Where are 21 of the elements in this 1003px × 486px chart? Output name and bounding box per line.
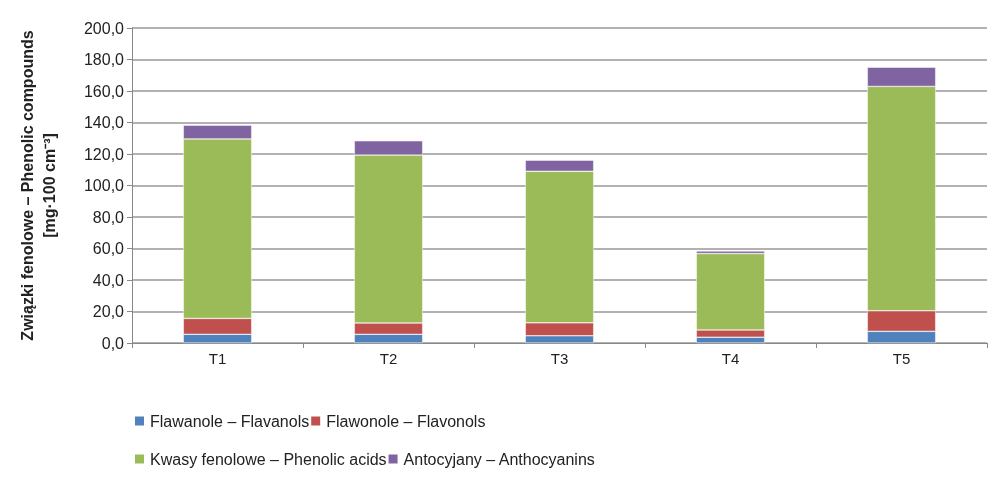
legend-label: Flawonole – Flavonols [326, 412, 486, 430]
legend-label: Antocyjany – Anthocyanins [403, 450, 595, 468]
y-tick-label: 40,0 [92, 271, 125, 289]
x-tick-label: T4 [721, 350, 740, 367]
y-tick-label: 60,0 [92, 240, 125, 257]
y-tick-label: 180,0 [83, 51, 125, 68]
y-tick-label: 0,0 [101, 334, 125, 352]
y-tick-label: 80,0 [92, 208, 125, 226]
y-tick-label: 120,0 [83, 145, 125, 163]
x-tick-label: T2 [379, 350, 398, 367]
y-tick-label: 160,0 [83, 82, 125, 100]
x-tick-label: T3 [550, 350, 569, 367]
y-tick-label: 140,0 [83, 114, 125, 131]
legend-label: Flawanole – Flavanols [150, 412, 310, 430]
y-tick-label: 100,0 [83, 177, 125, 194]
y-axis-title: Związki fenolowe – Phenolic compounds [mg·100 cm⁻³] [18, 30, 58, 341]
legend-label: Kwasy fenolowe – Phenolic acids [150, 450, 387, 468]
y-tick-label: 20,0 [92, 303, 125, 320]
y-tick-label: 200,0 [83, 19, 125, 37]
x-tick-label: T5 [892, 350, 911, 367]
x-tick-label: T1 [208, 350, 227, 367]
